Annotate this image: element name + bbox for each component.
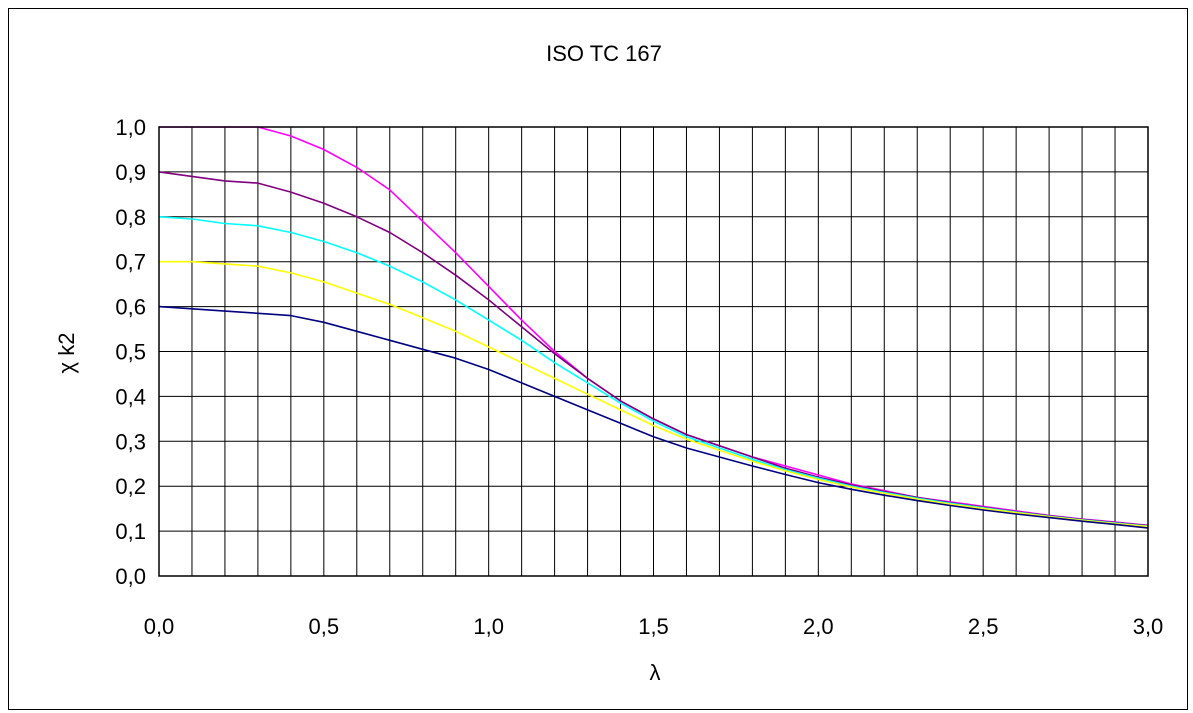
y-tick-label: 1,0 <box>115 115 146 140</box>
x-tick-label: 3,0 <box>1133 614 1164 639</box>
x-tick-labels: 0,0 0,5 1,0 1,5 2,0 2,5 3,0 <box>144 614 1164 639</box>
series-line-5 <box>158 305 1149 529</box>
plot-area <box>158 126 1149 577</box>
y-axis-label: χ k2 <box>54 333 79 374</box>
y-tick-label: 0,4 <box>115 384 146 409</box>
chart-frame <box>8 8 1188 710</box>
y-tick-label: 0,1 <box>115 519 146 544</box>
y-tick-label: 0,8 <box>115 205 146 230</box>
x-tick-label: 1,5 <box>638 614 669 639</box>
y-tick-label: 0,7 <box>115 250 146 275</box>
x-tick-label: 2,0 <box>803 614 834 639</box>
y-tick-label: 0,2 <box>115 474 146 499</box>
y-tick-label: 0,3 <box>115 429 146 454</box>
y-tick-label: 0,9 <box>115 160 146 185</box>
series-layer <box>158 126 1149 529</box>
x-tick-label: 2,5 <box>968 614 999 639</box>
x-tick-label: 1,0 <box>473 614 504 639</box>
x-tick-label: 0,5 <box>309 614 340 639</box>
grid-lines <box>159 127 1148 576</box>
y-tick-label: 0,0 <box>115 564 146 589</box>
x-axis-label: λ <box>650 660 661 685</box>
chart-title: ISO TC 167 <box>546 41 662 66</box>
series-line-4 <box>159 260 1149 528</box>
y-tick-label: 0,5 <box>115 340 146 365</box>
y-tick-label: 0,6 <box>115 295 146 320</box>
x-tick-label: 0,0 <box>144 614 175 639</box>
y-tick-labels: 0,0 0,1 0,2 0,3 0,4 0,5 0,6 0,7 0,8 0,9 1,0 <box>115 115 146 589</box>
